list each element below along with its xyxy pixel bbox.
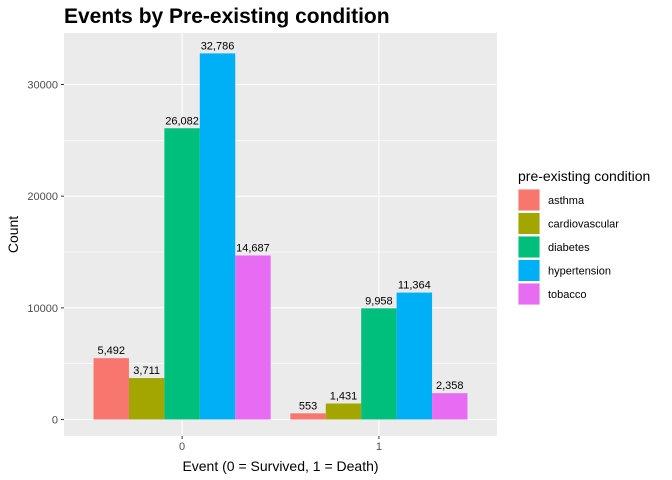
x-axis-title: Event (0 = Survived, 1 = Death) xyxy=(182,458,378,474)
bar-tobacco-0 xyxy=(235,255,271,420)
bar-cardiovascular-1 xyxy=(325,403,362,420)
data-labels: 5,492 553 3,711 1,431 26,082 9,958 32,786 11,36… xyxy=(97,40,463,412)
y-axis: 0 10000 20000 30000 xyxy=(27,80,64,427)
bar-diabetes-0 xyxy=(164,128,200,420)
data-label-tobacco-1: 2,358 xyxy=(436,380,464,392)
bars xyxy=(93,53,468,420)
bar-diabetes-1 xyxy=(361,308,397,420)
bar-asthma-0 xyxy=(93,358,129,420)
y-tick-label: 20000 xyxy=(27,191,58,203)
legend-swatch-cardiovascular xyxy=(518,213,540,234)
y-tick-label: 10000 xyxy=(27,303,58,315)
legend-swatch-diabetes xyxy=(518,236,540,258)
bar-asthma-1 xyxy=(290,413,326,420)
legend-label-tobacco: tobacco xyxy=(548,289,587,301)
legend-title: pre-existing condition xyxy=(518,168,650,184)
data-label-tobacco-0: 14,687 xyxy=(236,242,270,254)
data-label-diabetes-0: 26,082 xyxy=(165,115,199,127)
legend-swatch-tobacco xyxy=(518,283,540,305)
x-tick-label: 0 xyxy=(179,441,185,453)
data-label-cardiovascular-0: 3,711 xyxy=(133,365,160,377)
x-tick-label: 1 xyxy=(376,441,382,453)
bar-cardiovascular-0 xyxy=(128,378,165,420)
chart-title: Events by Pre-existing condition xyxy=(64,5,390,28)
data-label-cardiovascular-1: 1,431 xyxy=(330,391,358,403)
legend-swatch-asthma xyxy=(518,189,540,211)
legend: pre-existing condition asthma cardiovascu… xyxy=(518,168,650,305)
legend-label-hypertension: hypertension xyxy=(548,266,611,278)
bar-hypertension-0 xyxy=(199,53,236,420)
legend-swatch-hypertension xyxy=(518,260,540,281)
data-label-hypertension-0: 32,786 xyxy=(201,40,235,52)
data-label-diabetes-1: 9,958 xyxy=(365,295,393,307)
y-axis-title: Count xyxy=(5,216,21,253)
y-tick-label: 0 xyxy=(52,415,58,427)
legend-label-diabetes: diabetes xyxy=(548,242,590,254)
data-label-asthma-1: 553 xyxy=(299,400,317,412)
data-label-asthma-0: 5,492 xyxy=(97,345,125,357)
data-label-hypertension-1: 11,364 xyxy=(398,280,431,292)
y-tick-label: 30000 xyxy=(27,80,58,92)
legend-label-cardiovascular: cardiovascular xyxy=(548,219,619,231)
legend-label-asthma: asthma xyxy=(548,195,585,207)
bar-hypertension-1 xyxy=(396,292,433,420)
bar-tobacco-1 xyxy=(432,393,468,420)
